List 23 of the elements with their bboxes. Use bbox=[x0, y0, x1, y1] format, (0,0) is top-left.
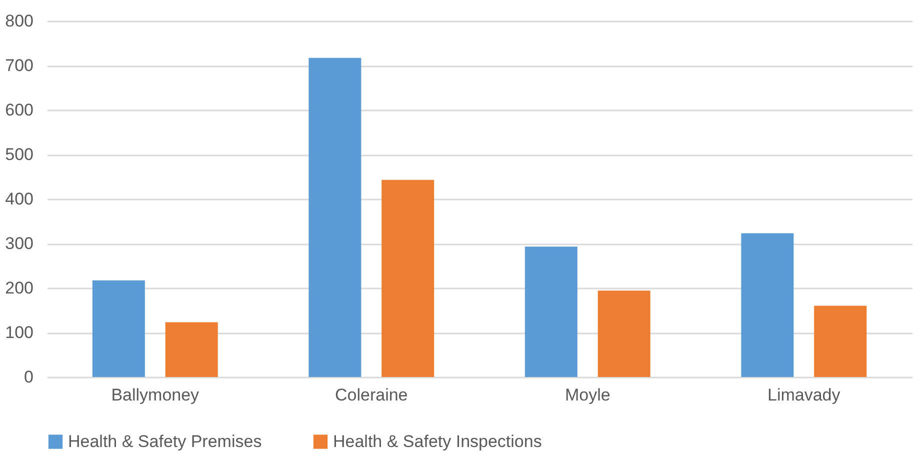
y-tick-label: 300 bbox=[5, 234, 34, 253]
bar bbox=[741, 233, 794, 377]
bar bbox=[382, 180, 434, 377]
bar bbox=[598, 290, 650, 377]
bar bbox=[524, 246, 578, 377]
y-tick-label: 100 bbox=[5, 323, 34, 342]
x-tick-label: Coleraine bbox=[334, 386, 408, 404]
y-tick-label: 400 bbox=[5, 190, 34, 208]
y-tick-label: 0 bbox=[24, 368, 34, 386]
legend-label: Health & Safety Premises bbox=[68, 432, 262, 451]
x-tick-label: Moyle bbox=[564, 386, 610, 404]
y-tick-label: 200 bbox=[5, 278, 34, 298]
x-tick-label: Limavady bbox=[767, 386, 841, 404]
y-tick-label: 600 bbox=[5, 100, 34, 120]
legend-label: Health & Safety Inspections bbox=[333, 432, 542, 451]
y-tick-label: 800 bbox=[5, 12, 34, 30]
x-tick-label: Ballymoney bbox=[111, 386, 200, 404]
bar bbox=[92, 280, 145, 377]
bar bbox=[308, 58, 362, 377]
y-tick-label: 700 bbox=[5, 56, 34, 75]
y-tick-label: 500 bbox=[5, 145, 34, 164]
bar bbox=[814, 306, 867, 377]
bar bbox=[165, 322, 218, 377]
